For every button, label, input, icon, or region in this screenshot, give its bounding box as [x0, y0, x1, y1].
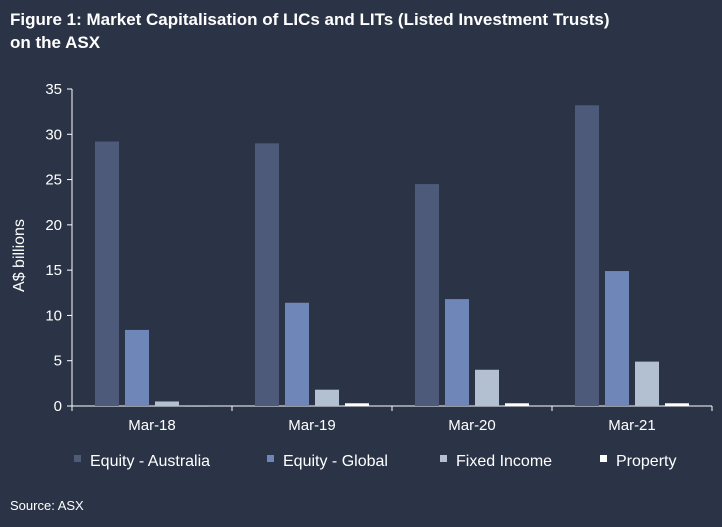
legend-label: Equity - Australia — [90, 453, 210, 470]
bar — [665, 403, 689, 406]
legend-swatch — [267, 455, 274, 462]
bar — [185, 405, 209, 407]
x-tick-label: Mar-20 — [448, 417, 496, 434]
chart-title-line-1: Figure 1: Market Capitalisation of LICs … — [10, 10, 610, 29]
y-tick-label: 15 — [45, 262, 62, 279]
bar — [415, 184, 439, 406]
y-tick-label: 30 — [45, 126, 62, 143]
bar — [285, 302, 309, 406]
y-axis-title: A$ billions — [11, 219, 28, 292]
bar — [445, 299, 469, 406]
legend-swatch — [74, 455, 81, 462]
bar — [505, 403, 529, 406]
legend-label: Property — [616, 453, 676, 470]
bar — [255, 143, 279, 407]
y-tick-label: 5 — [54, 353, 62, 370]
y-tick-label: 0 — [54, 398, 62, 415]
bar — [575, 105, 599, 406]
chart-title: Figure 1: Market Capitalisation of LICs … — [10, 8, 710, 54]
bar — [155, 401, 179, 406]
bar — [635, 361, 659, 406]
y-tick-label: 10 — [45, 307, 62, 324]
source-note: Source: ASX — [10, 498, 84, 513]
legend-swatch — [440, 455, 447, 462]
chart-title-line-2: on the ASX — [10, 33, 101, 52]
x-tick-label: Mar-21 — [608, 417, 656, 434]
bar — [315, 389, 339, 406]
bar — [125, 329, 149, 406]
legend-label: Fixed Income — [456, 453, 552, 470]
y-tick-label: 35 — [45, 81, 62, 98]
legend-label: Equity - Global — [283, 453, 388, 470]
x-tick-label: Mar-19 — [288, 417, 336, 434]
x-tick-label: Mar-18 — [128, 417, 176, 434]
bar — [605, 271, 629, 406]
y-tick-label: 20 — [45, 217, 62, 234]
bar — [345, 403, 369, 406]
bar — [95, 141, 119, 406]
bar — [475, 369, 499, 406]
y-tick-label: 25 — [45, 172, 62, 189]
legend-swatch — [600, 455, 607, 462]
